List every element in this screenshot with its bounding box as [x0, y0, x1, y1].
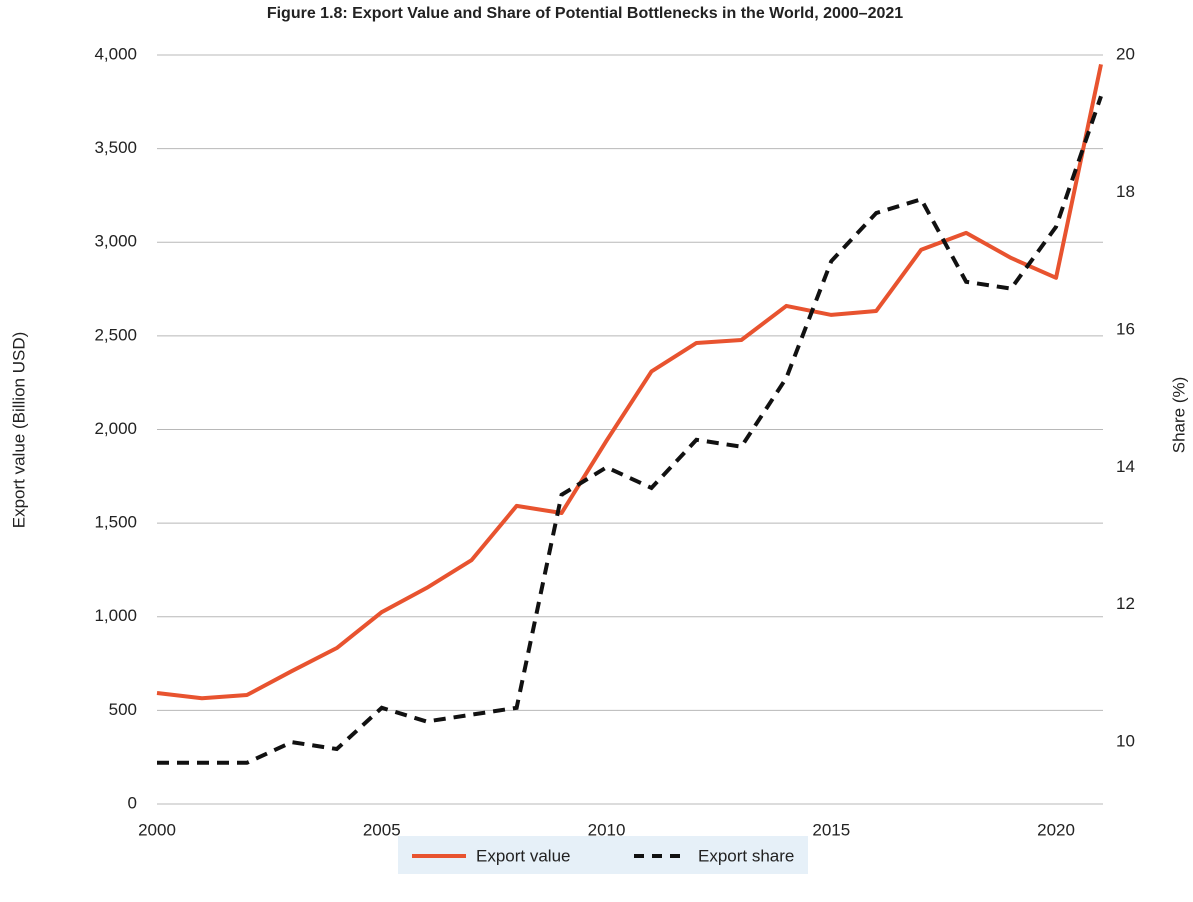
x-tick-label: 2010	[588, 820, 626, 839]
y2-tick-label: 12	[1116, 594, 1135, 613]
y-tick-label: 500	[109, 700, 137, 719]
y-tick-label: 2,500	[94, 325, 137, 344]
y-tick-label: 0	[128, 793, 137, 812]
legend-label: Export share	[698, 846, 794, 865]
y-tick-label: 2,000	[94, 419, 137, 438]
x-tick-label: 2015	[812, 820, 850, 839]
legend-box	[398, 836, 808, 874]
legend-label: Export value	[476, 846, 571, 865]
y2-axis-label: Share (%)	[1169, 377, 1188, 454]
y2-tick-label: 10	[1116, 732, 1135, 751]
y-tick-label: 4,000	[94, 44, 137, 63]
series-line	[157, 95, 1103, 765]
y-tick-label: 3,000	[94, 232, 137, 251]
y-tick-label: 1,000	[94, 606, 137, 625]
y2-tick-label: 16	[1116, 319, 1135, 338]
chart-title: Figure 1.8: Export Value and Share of Po…	[267, 5, 903, 22]
y2-tick-label: 20	[1116, 44, 1135, 63]
y2-tick-label: 18	[1116, 182, 1135, 201]
x-tick-label: 2020	[1037, 820, 1075, 839]
x-tick-label: 2005	[363, 820, 401, 839]
x-tick-label: 2000	[138, 820, 176, 839]
series-line	[156, 63, 1103, 701]
y-axis-label: Export value (Billion USD)	[9, 332, 28, 529]
y-tick-label: 1,500	[94, 513, 137, 532]
y-tick-label: 3,500	[94, 138, 137, 157]
y2-tick-label: 14	[1116, 457, 1135, 476]
